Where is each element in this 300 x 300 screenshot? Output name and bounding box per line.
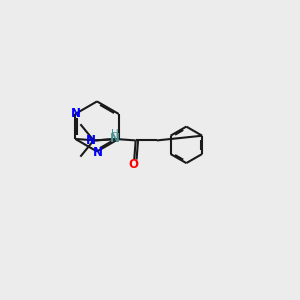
Text: N: N (71, 107, 81, 120)
Text: N: N (110, 133, 120, 146)
Text: N: N (93, 146, 103, 159)
Text: H: H (111, 129, 119, 139)
Text: O: O (129, 158, 139, 171)
Text: N: N (86, 134, 96, 147)
